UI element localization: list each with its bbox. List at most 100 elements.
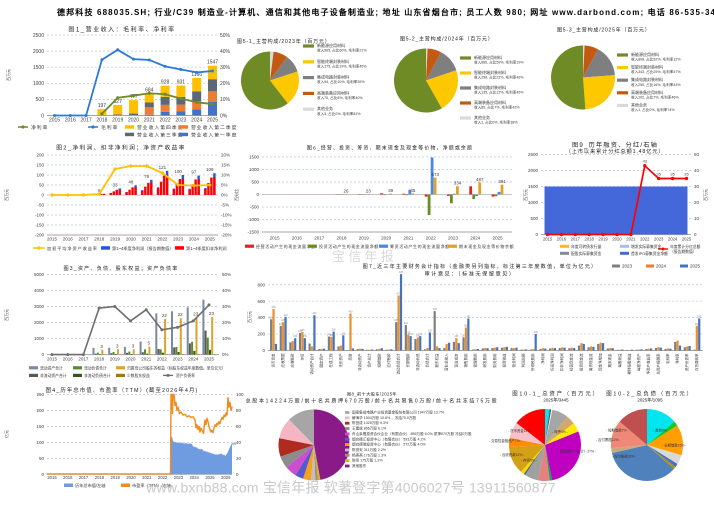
svg-text:2025: 2025: [204, 357, 215, 362]
svg-text:智能终端封装材料: 智能终端封装材料: [631, 64, 663, 70]
svg-text:图1_营业收入：毛利率、净利率: 图1_营业收入：毛利率、净利率: [68, 26, 175, 34]
svg-text:2017: 2017: [571, 237, 581, 242]
svg-text:2025: 2025: [682, 237, 692, 242]
svg-text:30: 30: [694, 184, 700, 189]
svg-text:- 长期借款15% -: - 长期借款15% -: [662, 443, 687, 448]
svg-text:销售费用: 销售费用: [463, 353, 468, 367]
svg-text:股东权益: 股东权益: [434, 353, 439, 367]
svg-text:百万元: 百万元: [4, 189, 9, 201]
svg-text:筹资活动产生的现金流量净额: 筹资活动产生的现金流量净额: [390, 243, 450, 249]
svg-text:0%: 0%: [222, 352, 229, 357]
svg-text:审计意见：（标准无保留意见）: 审计意见：（标准无保留意见）: [424, 270, 515, 278]
svg-text:2019: 2019: [110, 237, 121, 242]
svg-text:310: 310: [404, 322, 409, 325]
svg-text:150: 150: [36, 424, 44, 429]
svg-text:35: 35: [670, 172, 675, 177]
svg-text:财务费用: 财务费用: [492, 353, 497, 367]
svg-text:2020: 2020: [125, 357, 136, 362]
svg-text:年度可转债发行量: 年度可转债发行量: [571, 244, 602, 249]
svg-text:2015: 2015: [543, 237, 553, 242]
svg-text:2000: 2000: [528, 168, 539, 173]
svg-text:2021: 2021: [626, 237, 636, 242]
svg-text:陈田成 1325万股 9.3%: 陈田成 1325万股 9.3%: [352, 420, 389, 425]
svg-text:百万元: 百万元: [4, 309, 9, 321]
svg-text:3: 3: [116, 343, 119, 348]
svg-text:非流动负债合计: 非流动负债合计: [84, 373, 111, 378]
svg-text:-5%: -5%: [221, 203, 229, 208]
svg-text:2021: 2021: [142, 237, 153, 242]
svg-text:2019: 2019: [112, 118, 123, 124]
svg-text:总股本14224万股/前十名共质押670万股/前十名共限售0: 总股本14224万股/前十名共质押670万股/前十名共限售0万股/前十名共冻结7…: [246, 398, 499, 405]
svg-text:39: 39: [388, 188, 394, 193]
svg-text:2021: 2021: [141, 357, 152, 362]
svg-text:2022: 2022: [157, 237, 168, 242]
svg-text:-150: -150: [35, 223, 45, 228]
svg-text:1000: 1000: [34, 336, 45, 341]
svg-text:-200: -200: [35, 233, 45, 238]
svg-text:经营现金流: 经营现金流: [569, 353, 574, 371]
svg-text:2022: 2022: [160, 118, 171, 124]
svg-text:2017: 2017: [78, 357, 89, 362]
svg-text:2023: 2023: [654, 237, 664, 242]
svg-text:2015: 2015: [270, 236, 281, 241]
svg-text:营业利润: 营业利润: [511, 353, 516, 367]
svg-text:390: 390: [697, 315, 702, 318]
svg-text:40: 40: [236, 440, 242, 445]
svg-text:5: 5: [147, 341, 150, 346]
svg-text:200: 200: [36, 153, 44, 158]
svg-text:23: 23: [366, 188, 372, 193]
svg-text:2025: 2025: [690, 264, 701, 269]
svg-text:首发IPO募集资金净额: 首发IPO募集资金净额: [631, 251, 668, 256]
svg-text:固定资产: 固定资产: [319, 353, 324, 367]
svg-text:2000: 2000: [33, 49, 44, 55]
svg-text:2021: 2021: [144, 118, 155, 124]
svg-text:- 应收账款12% -: - 应收账款12% -: [500, 452, 525, 457]
svg-text:收入70, 占比8%, 毛利率40%: 收入70, 占比8%, 毛利率40%: [317, 95, 363, 100]
svg-text:2020: 2020: [126, 475, 136, 480]
svg-text:2016: 2016: [65, 118, 76, 124]
svg-text:3: 3: [132, 343, 135, 348]
svg-text:50: 50: [39, 456, 45, 461]
svg-text:185: 185: [341, 332, 346, 335]
svg-text:150: 150: [293, 335, 298, 338]
svg-text:1500: 1500: [33, 65, 44, 71]
svg-text:2019: 2019: [110, 357, 121, 362]
svg-text:2024: 2024: [188, 357, 199, 362]
svg-text:1547: 1547: [207, 60, 218, 66]
svg-text:40: 40: [694, 168, 700, 173]
svg-text:2024: 2024: [191, 118, 202, 124]
svg-text:收入250, 占比16%, 毛利率43%: 收入250, 占比16%, 毛利率43%: [631, 82, 681, 87]
svg-text:净利率: 净利率: [31, 124, 48, 131]
svg-text:2021: 2021: [403, 236, 414, 241]
svg-text:0: 0: [41, 352, 44, 357]
svg-text:营业收入第二季度: 营业收入第二季度: [191, 124, 237, 131]
svg-text:2015: 2015: [47, 475, 57, 480]
svg-text:40%: 40%: [222, 288, 231, 293]
svg-text:97: 97: [191, 170, 197, 175]
svg-text:- 应付票据12% -: - 应付票据12% -: [596, 437, 621, 442]
svg-text:200: 200: [36, 408, 44, 413]
svg-text:2023: 2023: [622, 264, 633, 269]
svg-text:2020: 2020: [612, 237, 622, 242]
svg-text:2500: 2500: [528, 152, 539, 157]
svg-text:陈田安 311万股 2.2%: 陈田安 311万股 2.2%: [352, 447, 387, 452]
svg-text:智能终端封装材料: 智能终端封装材料: [317, 58, 349, 64]
svg-text:1500: 1500: [528, 184, 539, 189]
svg-text:5%: 5%: [221, 183, 228, 188]
svg-text:所得税费用: 所得税费用: [530, 353, 535, 371]
svg-text:2023: 2023: [173, 357, 184, 362]
svg-text:图8_前十大股东/2025年: 图8_前十大股东/2025年: [347, 391, 397, 398]
svg-text:1000: 1000: [33, 81, 44, 87]
svg-text:0: 0: [262, 348, 265, 353]
svg-text:2017: 2017: [79, 237, 90, 242]
svg-text:存货周转率: 存货周转率: [694, 353, 699, 371]
svg-text:高端装备应用材料: 高端装备应用材料: [631, 89, 663, 95]
svg-text:400: 400: [257, 315, 265, 320]
svg-text:筹资现金流: 筹资现金流: [588, 353, 593, 371]
svg-text:2500: 2500: [33, 33, 44, 39]
svg-text:存货: 存货: [299, 353, 304, 361]
svg-text:百万元: 百万元: [6, 69, 11, 81]
svg-text:总资产报酬率: 总资产报酬率: [655, 353, 660, 374]
svg-text:35: 35: [684, 172, 689, 177]
svg-text:非流动资产合计: 非流动资产合计: [40, 373, 67, 378]
